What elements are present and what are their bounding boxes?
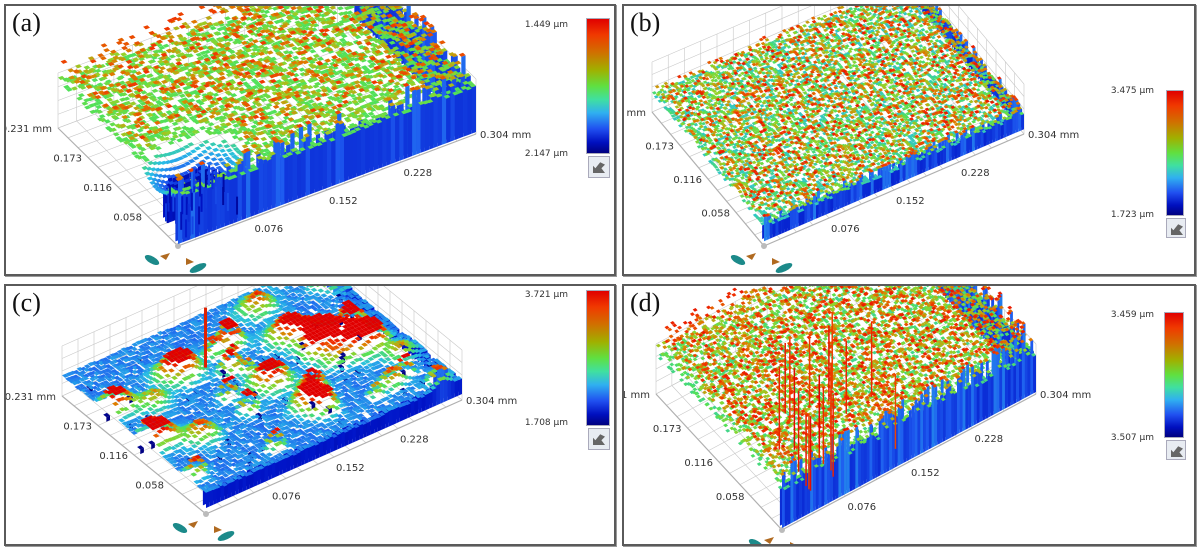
rotate-right-icon	[775, 263, 793, 273]
x-axis-line	[177, 133, 477, 247]
colorbar-min-label: 1.708 µm	[524, 418, 568, 428]
colorbar-reset-button[interactable]	[1166, 218, 1186, 238]
surface-plot-a[interactable]: 0.231 mm 0.173 0.116 0.058 0.076 0.152 0.228 0.…	[6, 6, 616, 276]
y-tick-label: 0.058	[701, 209, 730, 220]
panel-label: (a)	[12, 8, 41, 37]
rotate-down-icon	[790, 542, 794, 544]
rotate-handles[interactable]	[747, 537, 811, 546]
panel-label: (c)	[12, 288, 41, 317]
colorbar	[586, 18, 610, 154]
x-tick-label: 0.304 mm	[1028, 130, 1079, 141]
y-tick-label: 0.173	[645, 142, 674, 153]
y-tick-label: 0.231 mm	[624, 108, 646, 119]
x-tick-label: 0.076	[848, 502, 877, 513]
colorbar-max-label: 3.721 µm	[524, 290, 568, 300]
y-tick-label: 0.116	[684, 458, 713, 469]
y-tick-label: 0.173	[653, 424, 682, 435]
x-axis-line	[781, 393, 1037, 531]
panel-b: 0.231 mm 0.173 0.116 0.058 0.076 0.152 0.228 0.…	[622, 4, 1196, 276]
rotate-up-icon	[160, 253, 170, 260]
rotate-left-icon	[144, 254, 160, 266]
x-tick-label: 0.076	[272, 492, 301, 503]
rotate-down-icon	[186, 258, 194, 265]
x-axis-line	[763, 133, 1025, 247]
rotate-left-icon	[730, 254, 746, 266]
rotate-left-icon	[172, 522, 188, 534]
y-tick-label: 0.058	[113, 213, 142, 224]
rotate-up-icon	[188, 521, 198, 528]
y-tick-label: 0.231 mm	[6, 124, 52, 135]
x-tick-label: 0.304 mm	[466, 396, 517, 407]
panel-label: (d)	[630, 288, 661, 317]
y-tick-label: 0.231 mm	[624, 390, 650, 401]
panel-c: 0.231 mm 0.173 0.116 0.058 0.076 0.152 0.228 0.…	[4, 284, 616, 546]
colorbar-min-label: 1.723 µm	[1110, 210, 1154, 220]
y-tick-label: 0.231 mm	[6, 392, 56, 403]
colorbar-min-label: 3.507 µm	[1110, 433, 1154, 443]
colorbar-reset-button[interactable]	[588, 156, 610, 178]
panel-d: 0.231 mm 0.173 0.116 0.058 0.076 0.152 0.228 0.…	[622, 284, 1196, 546]
rotate-up-icon	[746, 253, 756, 260]
surface-mesh	[58, 6, 476, 244]
rotate-down-icon	[772, 258, 780, 265]
y-tick-label: 0.116	[83, 183, 112, 194]
y-tick-label: 0.058	[135, 481, 164, 492]
colorbar	[1166, 90, 1184, 216]
colorbar-max-label: 3.459 µm	[1110, 310, 1154, 320]
x-tick-label: 0.228	[404, 168, 433, 179]
colorbar-reset-button[interactable]	[1166, 440, 1186, 460]
x-tick-label: 0.228	[975, 434, 1004, 445]
y-tick-label: 0.058	[716, 492, 745, 503]
surface-mesh	[652, 6, 1024, 242]
colorbar	[1164, 312, 1184, 438]
x-tick-label: 0.304 mm	[1040, 390, 1091, 401]
colorbar-max-label: 3.475 µm	[1110, 86, 1154, 96]
rotate-handles[interactable]	[143, 253, 207, 275]
rotate-left-icon	[748, 538, 764, 544]
x-tick-label: 0.152	[329, 196, 358, 207]
origin-marker	[175, 243, 181, 249]
origin-marker	[203, 511, 209, 517]
rotate-right-icon	[792, 545, 811, 546]
rotate-right-icon	[217, 531, 235, 541]
x-tick-label: 0.228	[400, 435, 429, 446]
surface-mesh	[62, 286, 462, 508]
y-tick-label: 0.173	[63, 422, 92, 433]
x-tick-label: 0.152	[896, 196, 925, 207]
x-axis-line	[205, 399, 463, 515]
x-tick-label: 0.076	[255, 224, 284, 235]
origin-marker	[761, 243, 767, 249]
surface-plot-b[interactable]: 0.231 mm 0.173 0.116 0.058 0.076 0.152 0.228 0.…	[624, 6, 1196, 276]
x-tick-label: 0.304 mm	[480, 130, 531, 141]
colorbar-max-label: 1.449 µm	[524, 20, 568, 30]
rotate-handles[interactable]	[729, 253, 793, 275]
colorbar	[586, 290, 610, 426]
colorbar-min-label: 2.147 µm	[524, 149, 568, 159]
y-axis-line	[61, 395, 207, 515]
surface-mesh	[656, 286, 1036, 528]
y-axis-line	[651, 111, 765, 247]
x-tick-label: 0.152	[911, 468, 940, 479]
y-tick-label: 0.116	[673, 175, 702, 186]
y-tick-label: 0.173	[53, 154, 82, 165]
colorbar-reset-button[interactable]	[588, 428, 610, 450]
rotate-handles[interactable]	[171, 521, 235, 543]
y-axis-line	[655, 393, 783, 531]
x-tick-label: 0.228	[961, 168, 990, 179]
panel-label: (b)	[630, 8, 661, 37]
y-tick-label: 0.116	[99, 451, 128, 462]
panel-a: 0.231 mm 0.173 0.116 0.058 0.076 0.152 0.228 0.…	[4, 4, 616, 276]
surface-plot-c[interactable]: 0.231 mm 0.173 0.116 0.058 0.076 0.152 0.228 0.…	[6, 286, 616, 546]
rotate-up-icon	[764, 537, 774, 544]
rotate-down-icon	[214, 526, 222, 533]
x-tick-label: 0.076	[831, 224, 860, 235]
surface-plot-d[interactable]: 0.231 mm 0.173 0.116 0.058 0.076 0.152 0.228 0.…	[624, 286, 1196, 546]
rotate-right-icon	[189, 263, 207, 273]
origin-marker	[779, 527, 785, 533]
y-axis-line	[57, 127, 179, 247]
x-tick-label: 0.152	[336, 463, 365, 474]
